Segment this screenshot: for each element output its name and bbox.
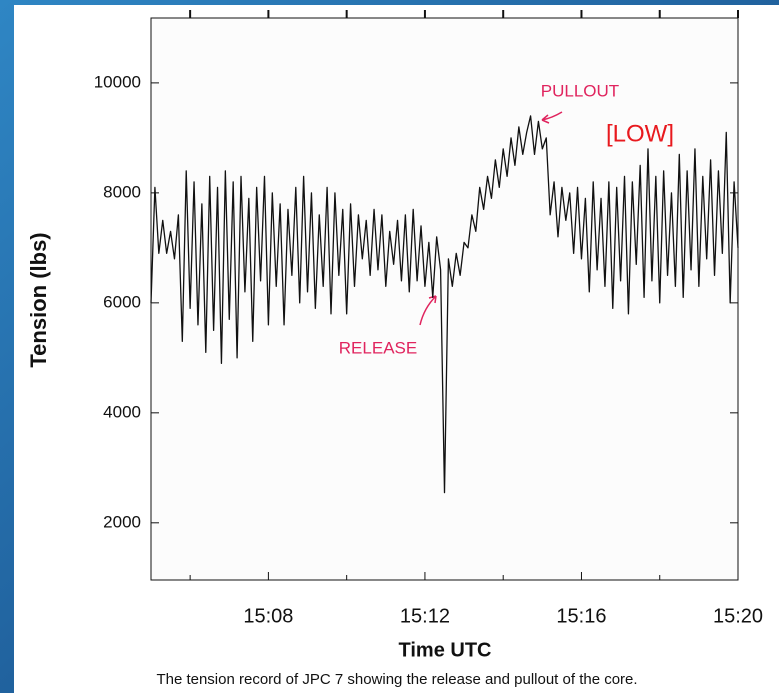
x-tick-label: 15:20 — [713, 605, 763, 627]
x-tick-label: 15:08 — [243, 605, 293, 627]
x-tick-label: 15:12 — [400, 605, 450, 627]
line-series — [150, 115, 739, 494]
plot-frame — [150, 17, 739, 581]
y-tick-label: 8000 — [103, 182, 141, 201]
caption: The tension record of JPC 7 showing the … — [156, 671, 637, 688]
x-axis-label: Time UTC — [399, 639, 492, 661]
y-tick-label: 4000 — [103, 402, 141, 421]
annotation-arrow — [541, 111, 563, 124]
annotation: [LOW] — [606, 120, 674, 147]
y-tick-label: 10000 — [94, 72, 141, 91]
y-tick-label: 2000 — [103, 512, 141, 531]
y-tick-label: 6000 — [103, 292, 141, 311]
annotation: PULLOUT — [541, 81, 619, 100]
y-axis-label: Tension (lbs) — [26, 232, 51, 367]
x-tick-label: 15:16 — [556, 605, 606, 627]
annotation: RELEASE — [339, 338, 417, 357]
